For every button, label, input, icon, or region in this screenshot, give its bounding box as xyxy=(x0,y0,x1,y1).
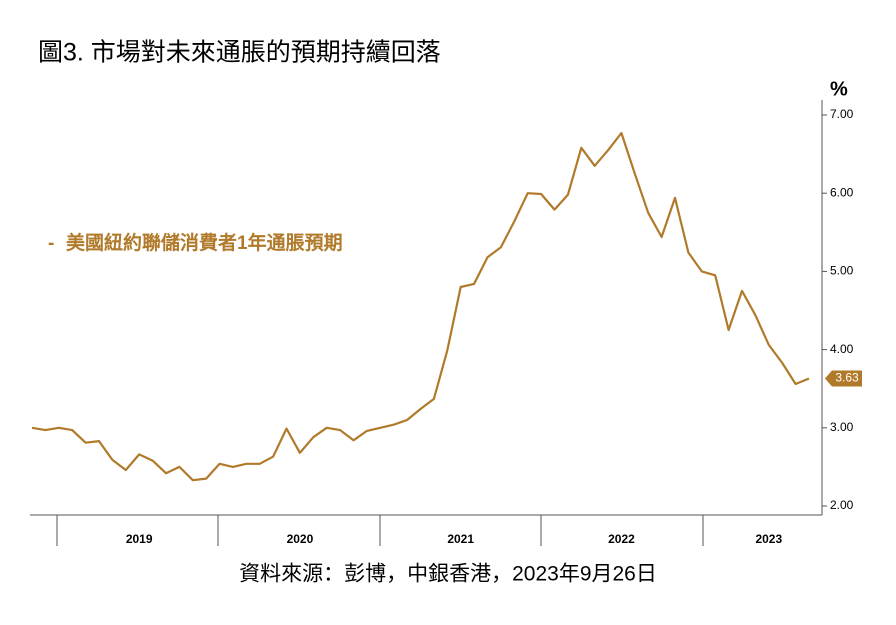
y-tick-label: 7.00 xyxy=(830,107,854,121)
x-tick-label: 2022 xyxy=(608,532,635,546)
y-tick-label: 2.00 xyxy=(830,498,854,512)
y-tick-label: 4.00 xyxy=(830,342,854,356)
x-tick-label: 2019 xyxy=(126,532,153,546)
x-tick-label: 2020 xyxy=(287,532,314,546)
legend-label: 美國紐約聯儲消費者1年通脹預期 xyxy=(66,231,343,254)
x-tick-label: 2023 xyxy=(755,532,782,546)
y-tick-label: 6.00 xyxy=(830,185,854,199)
legend-dash: - xyxy=(48,233,54,254)
y-tick-label: 5.00 xyxy=(830,264,854,278)
source-note: 資料來源：彭博，中銀香港，2023年9月26日 xyxy=(239,563,657,586)
chart-title: 圖3. 市場對未來通脹的預期持續回落 xyxy=(38,39,441,67)
y-tick-label: 3.00 xyxy=(830,420,854,434)
y-axis-label: % xyxy=(830,78,848,100)
x-axis xyxy=(30,514,822,546)
last-value-tag xyxy=(825,370,862,387)
line-series xyxy=(31,131,810,482)
last-value-label: 3.63 xyxy=(835,371,859,385)
x-tick-label: 2021 xyxy=(447,532,474,546)
